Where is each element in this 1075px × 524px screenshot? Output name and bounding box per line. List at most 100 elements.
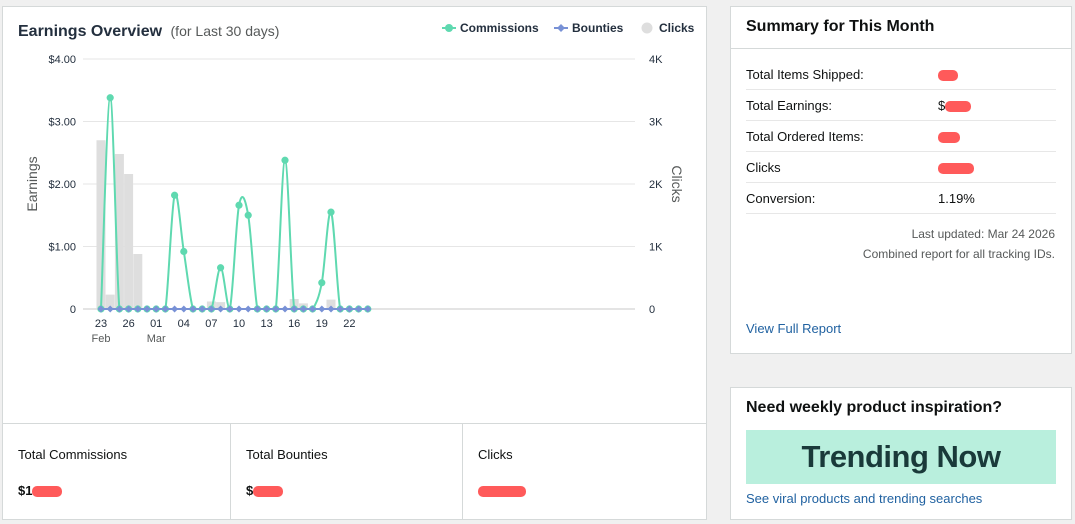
commissions-point [171, 191, 179, 199]
bounties-point [327, 305, 335, 313]
total-clicks-value [478, 483, 526, 498]
redaction-mark [253, 486, 284, 498]
bounties-point [198, 305, 206, 313]
y-tick-label: $1.00 [48, 242, 76, 254]
summary-value [938, 160, 974, 175]
chart-subtitle: (for Last 30 days) [171, 23, 280, 39]
bounties-point [318, 305, 326, 313]
bounties-point [152, 305, 160, 313]
bounties-point [253, 305, 261, 313]
bounties-point [364, 305, 372, 313]
chart-legend: Commissions Bounties Clicks [442, 21, 695, 35]
bounties-point [263, 305, 271, 313]
redaction-mark [478, 486, 526, 498]
commissions-point [244, 211, 252, 219]
x-tick-label: 22 [343, 318, 355, 330]
x-tick-label: 01 [150, 318, 162, 330]
clicks-bar [105, 294, 115, 309]
totals-row: Total Commissions $1 Total Bounties $ Cl… [3, 423, 706, 520]
summary-value [938, 129, 960, 144]
clicks-bar [124, 174, 134, 309]
summary-value: 1.19% [938, 191, 975, 206]
total-bounties-value: $ [246, 483, 284, 498]
redaction-mark [945, 101, 972, 113]
bounties-point [244, 305, 252, 313]
x-tick-month-label: Feb [92, 333, 111, 345]
commissions-point [106, 94, 114, 102]
legend-swatch-dot [641, 22, 653, 34]
y2-tick-label: 2K [649, 179, 663, 191]
bounties-point [235, 305, 243, 313]
summary-label: Total Ordered Items: [746, 129, 864, 144]
summary-row-ordered-items: Total Ordered Items: [746, 121, 1056, 152]
bounties-point [180, 305, 188, 313]
y2-tick-label: 3K [649, 117, 663, 129]
summary-value: $ [938, 98, 972, 113]
legend-item-bounties: Bounties [554, 21, 624, 35]
legend-item-clicks: Clicks [641, 21, 695, 35]
redaction-mark [32, 486, 63, 498]
bounties-point [134, 305, 142, 313]
bounties-point [345, 305, 353, 313]
total-clicks: Clicks [462, 424, 706, 520]
summary-divider [731, 48, 1071, 49]
y-tick-label: $3.00 [48, 117, 76, 129]
combined-report-note: Combined report for all tracking IDs. [862, 247, 1055, 261]
summary-label: Conversion: [746, 191, 816, 206]
y-axis-title: Earnings [24, 156, 40, 211]
redaction-mark [938, 70, 958, 82]
summary-row-total-earnings: Total Earnings: $ [746, 90, 1056, 121]
bounties-point [309, 305, 317, 313]
inspiration-title: Need weekly product inspiration? [746, 399, 1003, 416]
summary-title: Summary for This Month [746, 18, 935, 35]
x-tick-month-label: Mar [147, 333, 166, 345]
view-full-report-link[interactable]: View Full Report [746, 321, 842, 336]
summary-label: Clicks [746, 160, 781, 175]
chart-axes: 0 $1.00 $2.00 $3.00 $4.00 0 1K 2K 3K 4K Earnings Cl… [24, 54, 685, 345]
clicks-bar [114, 154, 124, 309]
commissions-point [217, 264, 225, 272]
y-tick-label: $4.00 [48, 54, 76, 66]
series-lines [97, 94, 372, 313]
bounties-point [143, 305, 151, 313]
commissions-point [327, 208, 335, 216]
x-tick-label: 16 [288, 318, 300, 330]
commissions-point [235, 201, 243, 209]
y2-tick-label: 1K [649, 242, 663, 254]
y-tick-label: $2.00 [48, 179, 76, 191]
y2-axis-title: Clicks [669, 165, 685, 202]
bounties-point [207, 305, 215, 313]
total-bounties: Total Bounties $ [230, 424, 462, 520]
bounties-point [355, 305, 363, 313]
redaction-mark [938, 132, 960, 144]
summary-row-items-shipped: Total Items Shipped: [746, 59, 1056, 90]
trending-now-banner[interactable]: Trending Now [746, 430, 1056, 484]
summary-row-clicks: Clicks [746, 152, 1056, 183]
clicks-bar [96, 140, 106, 309]
x-tick-label: 23 [95, 318, 107, 330]
x-tick-label: 07 [205, 318, 217, 330]
viral-products-link[interactable]: See viral products and trending searches [746, 491, 983, 506]
bounties-point [189, 305, 197, 313]
legend-item-commissions: Commissions [442, 21, 539, 35]
legend-swatch-diamond [557, 24, 565, 32]
earnings-overview-panel: Earnings Overview (for Last 30 days) Com… [2, 6, 707, 520]
bounties-point [217, 305, 225, 313]
total-commissions-value: $1 [18, 483, 63, 498]
bounties-point [226, 305, 234, 313]
bounties-point [97, 305, 105, 313]
bounties-point [336, 305, 344, 313]
last-updated: Last updated: Mar 24 2026 [911, 227, 1055, 241]
clicks-bar [326, 299, 336, 309]
chart-title: Earnings Overview (for Last 30 days) [18, 23, 279, 40]
clicks-bar [206, 301, 216, 309]
summary-panel: Summary for This Month Total Items Shipp… [730, 6, 1072, 354]
bounties-point [106, 305, 114, 313]
legend-label: Bounties [572, 21, 624, 35]
x-tick-label: 26 [122, 318, 134, 330]
inspiration-panel: Need weekly product inspiration? Trendin… [730, 387, 1072, 520]
bounties-point [125, 305, 133, 313]
y2-tick-label: 0 [649, 304, 655, 316]
commissions-point [318, 279, 326, 287]
commissions-point [180, 247, 188, 256]
